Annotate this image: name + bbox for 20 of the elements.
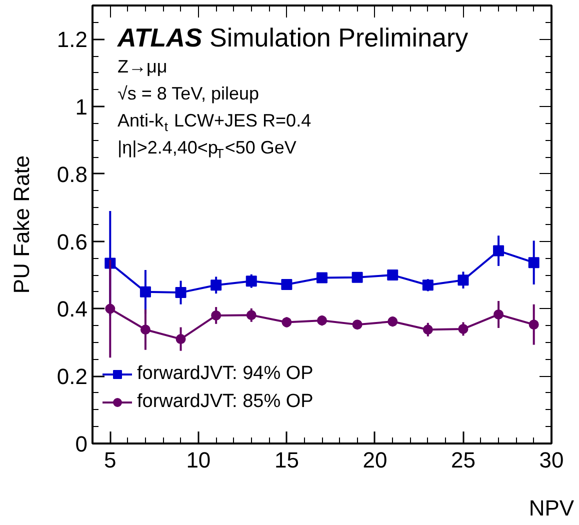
x-axis-title: NPV bbox=[528, 496, 574, 520]
annotation: √s = 8 TeV, pileup bbox=[118, 84, 259, 104]
y-tick-label: 0.6 bbox=[56, 229, 88, 254]
x-tick-label: 5 bbox=[104, 448, 116, 472]
x-tick-label: 20 bbox=[362, 448, 388, 472]
y-axis-title: PU Fake Rate bbox=[8, 155, 34, 294]
x-tick-label: 25 bbox=[450, 448, 476, 472]
y-tick-label: 0 bbox=[75, 432, 88, 456]
y-tick-label: 0.2 bbox=[56, 364, 88, 390]
y-tick-label: 1 bbox=[75, 94, 88, 120]
legend-label: forwardJVT: 85% OP bbox=[137, 391, 314, 413]
legend-label: forwardJVT: 94% OP bbox=[137, 363, 314, 385]
y-tick-label: 0.8 bbox=[56, 162, 88, 187]
text: ATLAS Simulation Preliminary bbox=[116, 22, 468, 52]
y-tick-label: 1.2 bbox=[56, 27, 88, 52]
x-tick-label: 10 bbox=[186, 448, 211, 472]
x-tick-label: 30 bbox=[539, 448, 564, 472]
annotation: Z→μμ bbox=[118, 56, 168, 76]
x-tick-label: 15 bbox=[274, 448, 299, 472]
y-tick-label: 0.4 bbox=[56, 296, 88, 322]
